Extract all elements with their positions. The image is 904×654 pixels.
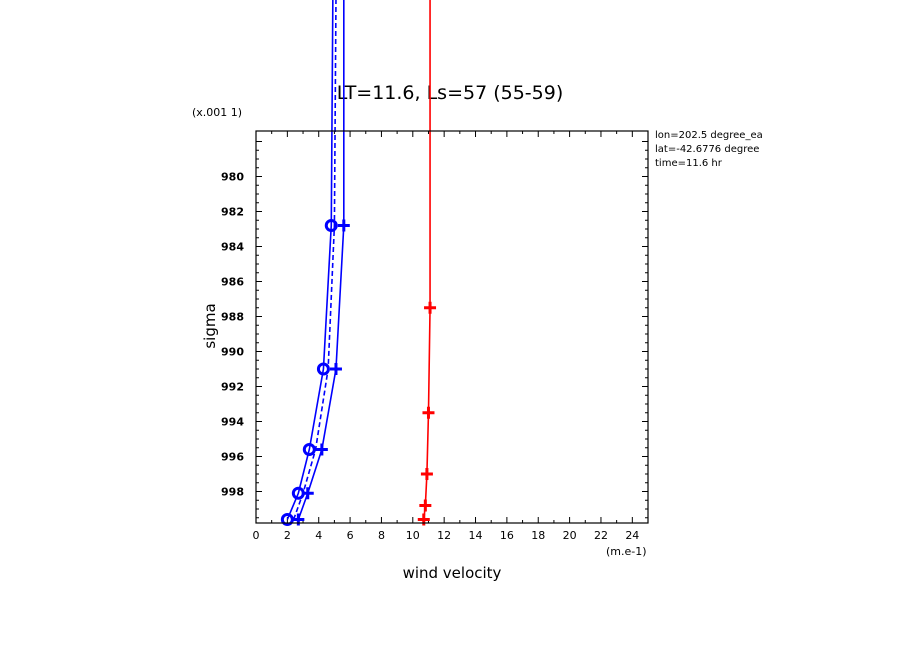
series-line-3 <box>422 0 431 520</box>
series-marker-circle <box>280 513 294 526</box>
series-marker-plus <box>424 301 437 314</box>
chart-title: LT=11.6, Ls=57 (55-59) <box>337 82 564 104</box>
x-tick-label: 12 <box>437 529 451 542</box>
annotation-time: time=11.6 hr <box>655 158 723 169</box>
x-tick-label: 16 <box>500 529 514 542</box>
x-tick-label: 18 <box>531 529 545 542</box>
series-marker-plus <box>419 499 432 512</box>
series-marker-circle <box>302 443 316 456</box>
y-tick-label: 996 <box>221 451 244 464</box>
y-tick-label: 986 <box>221 276 244 289</box>
series-line-1 <box>286 0 334 520</box>
y-tick-label: 990 <box>221 346 244 359</box>
series-marker-plus <box>337 219 350 232</box>
y-tick-label: 994 <box>221 416 244 429</box>
y-tick-label: 982 <box>221 206 244 219</box>
x-tick-label: 24 <box>625 529 639 542</box>
y-tick-label: 992 <box>221 381 244 394</box>
series-marker-circle <box>324 219 338 232</box>
x-scale-label: (m.e-1) <box>606 545 647 558</box>
plot-frame <box>255 130 649 524</box>
y-tick-label: 980 <box>221 171 244 184</box>
series-marker-plus <box>329 363 342 375</box>
annotation-lat: lat=-42.6776 degree <box>655 144 759 155</box>
series-marker-plus <box>417 513 430 526</box>
y-tick-label: 984 <box>221 241 244 254</box>
y-tick-label: 998 <box>221 486 244 499</box>
annotation-lon: lon=202.5 degree_ea <box>655 130 763 141</box>
series-marker-plus <box>422 406 435 419</box>
x-tick-label: 6 <box>347 529 354 542</box>
series-line-0 <box>297 0 345 520</box>
series-marker-plus <box>420 468 433 480</box>
x-tick-label: 8 <box>378 529 385 542</box>
x-tick-label: 20 <box>563 529 577 542</box>
series-line-2 <box>292 0 337 520</box>
x-tick-label: 22 <box>594 529 608 542</box>
x-tick-label: 4 <box>315 529 322 542</box>
x-tick-label: 14 <box>469 529 483 542</box>
y-tick-label: 988 <box>221 311 244 324</box>
x-tick-label: 0 <box>253 529 260 542</box>
x-axis-label: wind velocity <box>403 564 502 582</box>
y-axis-label: sigma <box>201 303 219 348</box>
series-marker-plus <box>315 443 328 456</box>
x-tick-label: 2 <box>284 529 291 542</box>
x-tick-label: 10 <box>406 529 420 542</box>
y-scale-label: (x.001 1) <box>192 106 242 119</box>
